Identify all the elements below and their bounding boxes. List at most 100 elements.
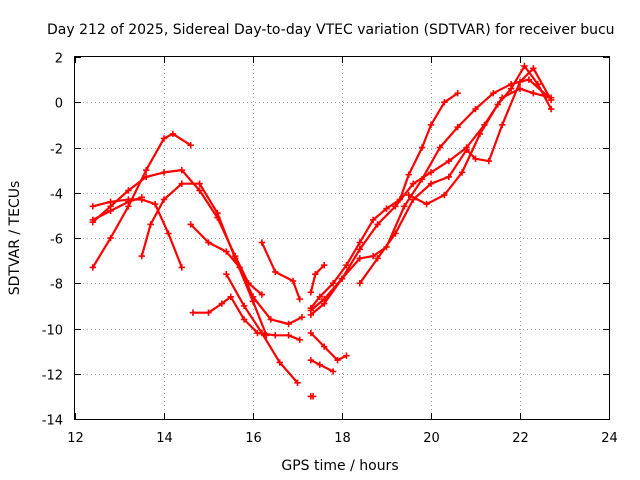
data-point <box>258 239 266 246</box>
data-point <box>321 295 328 303</box>
data-point <box>392 203 399 210</box>
y-tick-label: -6 <box>50 233 63 248</box>
data-point <box>214 209 221 217</box>
data-point <box>334 356 341 364</box>
data-point <box>205 239 212 246</box>
series-line <box>191 295 301 341</box>
data-point <box>485 157 493 165</box>
series-arc-12 <box>307 76 550 319</box>
series-arc-11 <box>307 90 461 312</box>
data-point <box>329 280 337 287</box>
data-point <box>423 200 430 208</box>
data-point <box>227 293 234 301</box>
data-point <box>89 216 96 224</box>
data-point <box>296 295 303 303</box>
data-point <box>107 234 114 242</box>
data-point <box>427 169 435 176</box>
data-point <box>294 379 301 386</box>
data-point <box>445 173 452 181</box>
y-tick-label: -14 <box>42 414 63 429</box>
data-point <box>530 65 537 72</box>
data-point <box>494 101 501 108</box>
data-point <box>307 329 315 337</box>
data-point <box>160 169 168 176</box>
series-arc-7 <box>223 271 301 386</box>
series-line <box>358 67 553 285</box>
tick-labels: 12 14 16 18 20 22 24 -14 -12 -10 -8 -6 -4 -2 0 2 <box>42 52 618 447</box>
data-point <box>223 248 230 255</box>
data-point <box>196 180 203 187</box>
data-point <box>472 105 479 113</box>
data-point <box>289 277 297 285</box>
data-point <box>125 187 132 194</box>
data-point <box>254 329 261 337</box>
data-point <box>356 280 363 287</box>
data-point <box>143 173 150 181</box>
x-tick-label: 20 <box>423 431 440 446</box>
data-point <box>160 196 168 203</box>
data-point <box>356 255 363 262</box>
x-tick-label: 14 <box>156 431 173 446</box>
data-point <box>499 121 506 129</box>
y-tick-label: -12 <box>42 369 63 384</box>
data-point <box>272 268 279 276</box>
data-point <box>490 90 497 97</box>
data-point <box>356 246 363 253</box>
x-tick-label: 12 <box>67 431 84 446</box>
series-arc-9 <box>258 239 303 303</box>
data-point <box>312 271 319 278</box>
data-point <box>516 78 524 86</box>
data-point <box>138 196 145 203</box>
data-point <box>258 291 266 298</box>
data-point <box>445 157 452 165</box>
data-point <box>472 155 479 163</box>
series-line <box>309 264 326 294</box>
data-point <box>178 166 185 174</box>
series-arc-13 <box>307 85 555 314</box>
data-point <box>547 96 555 104</box>
data-point <box>316 361 323 368</box>
data-point <box>276 359 283 366</box>
data-point <box>521 62 528 70</box>
data-point <box>178 180 185 187</box>
data-point <box>240 302 248 310</box>
data-point <box>338 275 346 282</box>
data-point <box>321 261 328 269</box>
series-arc-15 <box>405 62 555 208</box>
data-point <box>267 316 274 323</box>
series-arc-14 <box>356 65 555 287</box>
data-point <box>525 76 533 83</box>
data-series <box>89 62 555 400</box>
data-point <box>125 196 132 203</box>
data-point <box>178 264 185 271</box>
data-point <box>240 316 248 323</box>
data-point <box>454 90 461 97</box>
series-arc-4 <box>89 196 185 271</box>
data-point <box>343 261 350 269</box>
x-tick-label: 22 <box>512 431 529 446</box>
data-point <box>356 239 363 246</box>
data-point <box>441 191 448 199</box>
series-line <box>225 273 299 384</box>
data-point <box>534 80 541 88</box>
data-point <box>189 309 197 316</box>
data-point <box>196 187 203 194</box>
plot-frame <box>74 56 610 420</box>
data-point <box>205 309 212 316</box>
data-point <box>405 191 412 199</box>
data-point <box>530 90 537 97</box>
data-point <box>298 313 306 321</box>
x-tick-label: 16 <box>245 431 262 446</box>
data-point <box>165 230 172 237</box>
data-point <box>329 368 337 375</box>
series-line <box>407 64 553 206</box>
data-point <box>307 307 315 314</box>
x-axis-title: GPS time / hours <box>281 458 398 474</box>
data-point <box>249 293 257 301</box>
y-tick-label: -8 <box>50 278 63 293</box>
data-point <box>89 264 96 271</box>
series-line <box>309 331 348 362</box>
data-point <box>89 203 96 210</box>
series-arc-6 <box>187 221 306 328</box>
